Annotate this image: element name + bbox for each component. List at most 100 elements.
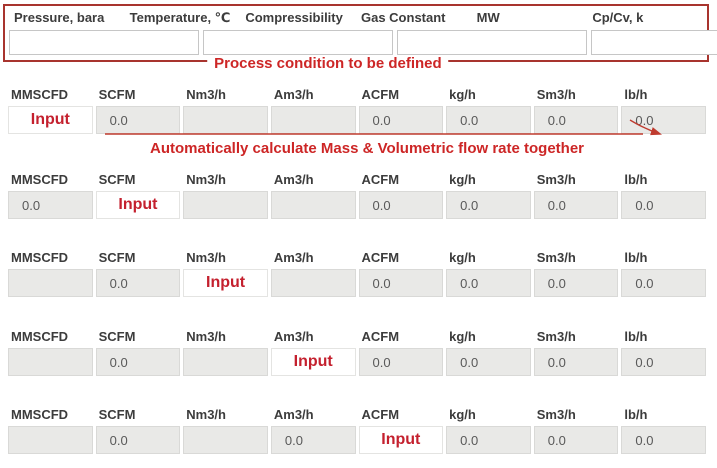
- flow-col-header: lb/h: [624, 250, 648, 265]
- process-headers: Pressure, bara Temperature, ℃ Compressibil…: [9, 10, 703, 26]
- flow-col-header: SCFM: [98, 329, 136, 344]
- process-input-field[interactable]: [397, 30, 587, 55]
- process-col-header: Temperature, ℃: [129, 10, 231, 25]
- flow-col-header: Nm3/h: [186, 87, 226, 102]
- flow-col-header: MMSCFD: [11, 329, 69, 344]
- flow-cell-row: 0.0 Input 0.0 0.0 0.0 0.0: [8, 269, 706, 297]
- flow-col-header: Sm3/h: [536, 407, 576, 422]
- flow-col-header: MMSCFD: [11, 407, 69, 422]
- flow-value-cell: 0.0: [446, 191, 531, 219]
- flow-col-header: lb/h: [624, 87, 648, 102]
- flow-header-row: MMSCFD SCFM Nm3/h Am3/h ACFM kg/h Sm3/h lb/h: [8, 329, 706, 345]
- flow-value-cell: [270, 191, 356, 219]
- flow-input-cell[interactable]: Input: [183, 269, 268, 297]
- flow-value-cell: 0.0: [533, 348, 619, 376]
- flow-value-cell: [183, 191, 268, 219]
- flow-value-cell: 0.0: [621, 426, 706, 454]
- flow-value-cell: 0.0: [446, 426, 531, 454]
- flow-value-cell: [8, 348, 93, 376]
- flow-col-header: kg/h: [449, 250, 476, 265]
- flow-col-header: kg/h: [449, 407, 476, 422]
- flow-value-cell: 0.0: [358, 269, 444, 297]
- flow-value-cell: 0.0: [621, 269, 706, 297]
- flow-cell-row: 0.0 Input 0.0 0.0 0.0 0.0: [8, 191, 706, 219]
- process-input-field[interactable]: [203, 30, 393, 55]
- flow-col-header: Am3/h: [273, 172, 314, 187]
- flow-header-row: MMSCFD SCFM Nm3/h Am3/h ACFM kg/h Sm3/h lb/h: [8, 407, 706, 423]
- flow-value-cell: [8, 426, 93, 454]
- auto-calc-annotation: Automatically calculate Mass & Volumetri…: [150, 140, 585, 157]
- flow-value-cell: 0.0: [446, 269, 531, 297]
- flow-input-cell[interactable]: Input: [8, 106, 93, 134]
- flow-value-cell: [183, 426, 268, 454]
- flow-col-header: SCFM: [98, 250, 136, 265]
- flow-value-cell: 0.0: [270, 426, 356, 454]
- flow-col-header: lb/h: [624, 407, 648, 422]
- flow-value-cell: 0.0: [533, 106, 619, 134]
- flow-col-header: SCFM: [98, 87, 136, 102]
- process-col-header: MW: [476, 10, 500, 25]
- flow-col-header: Sm3/h: [536, 329, 576, 344]
- flow-col-header: MMSCFD: [11, 172, 69, 187]
- process-col-header: Compressibility: [245, 10, 343, 25]
- flow-col-header: Sm3/h: [536, 250, 576, 265]
- flow-value-cell: 0.0: [358, 106, 444, 134]
- flow-col-header: lb/h: [624, 172, 648, 187]
- process-col-header: Gas Constant: [360, 10, 446, 25]
- process-input-field[interactable]: [591, 30, 717, 55]
- flow-block: MMSCFD SCFM Nm3/h Am3/h ACFM kg/h Sm3/h lb/h 0.0…: [8, 329, 706, 376]
- flow-cell-row: Input 0.0 0.0 0.0 0.0 0.0: [8, 106, 706, 134]
- flow-input-cell[interactable]: Input: [270, 348, 356, 376]
- flow-value-cell: 0.0: [621, 191, 706, 219]
- flow-value-cell: 0.0: [95, 106, 181, 134]
- flow-cell-row: 0.0 0.0 Input 0.0 0.0 0.0: [8, 426, 706, 454]
- process-condition-panel: Pressure, bara Temperature, ℃ Compressibil…: [3, 4, 717, 72]
- flow-value-cell: 0.0: [446, 106, 531, 134]
- flow-col-header: Am3/h: [273, 407, 314, 422]
- flow-col-header: Sm3/h: [536, 172, 576, 187]
- flow-col-header: Nm3/h: [186, 172, 226, 187]
- flow-col-header: Am3/h: [273, 87, 314, 102]
- flow-value-cell: 0.0: [446, 348, 531, 376]
- flow-value-cell: 0.0: [533, 191, 619, 219]
- flow-header-row: MMSCFD SCFM Nm3/h Am3/h ACFM kg/h Sm3/h lb/h: [8, 172, 706, 188]
- process-col-header: Pressure, bara: [14, 10, 105, 25]
- flow-value-cell: 0.0: [95, 426, 181, 454]
- flow-col-header: ACFM: [361, 87, 400, 102]
- flow-col-header: ACFM: [361, 172, 400, 187]
- flow-input-cell[interactable]: Input: [358, 426, 444, 454]
- flow-col-header: ACFM: [361, 250, 400, 265]
- flow-col-header: kg/h: [449, 87, 476, 102]
- process-panel-legend: Process condition to be defined: [207, 55, 449, 72]
- flow-value-cell: 0.0: [533, 426, 619, 454]
- flow-col-header: ACFM: [361, 329, 400, 344]
- flow-value-cell: [8, 269, 93, 297]
- process-input-field[interactable]: [9, 30, 199, 55]
- flow-col-header: Am3/h: [273, 250, 314, 265]
- flow-col-header: SCFM: [98, 407, 136, 422]
- process-inputs: [9, 30, 717, 55]
- flow-col-header: kg/h: [449, 172, 476, 187]
- flow-value-cell: 0.0: [8, 191, 93, 219]
- flow-value-cell: [183, 106, 268, 134]
- process-col-header: Cp/Cv, k: [592, 10, 644, 25]
- flow-value-cell: 0.0: [358, 348, 444, 376]
- flow-block: MMSCFD SCFM Nm3/h Am3/h ACFM kg/h Sm3/h lb/h 0.0…: [8, 407, 706, 454]
- flow-value-cell: [270, 106, 356, 134]
- flow-input-cell[interactable]: Input: [95, 191, 181, 219]
- flow-col-header: ACFM: [361, 407, 400, 422]
- flow-col-header: Nm3/h: [186, 250, 226, 265]
- flow-col-header: MMSCFD: [11, 250, 69, 265]
- flow-header-row: MMSCFD SCFM Nm3/h Am3/h ACFM kg/h Sm3/h lb/h: [8, 250, 706, 266]
- flow-value-cell: 0.0: [95, 348, 181, 376]
- flow-col-header: SCFM: [98, 172, 136, 187]
- flow-block: MMSCFD SCFM Nm3/h Am3/h ACFM kg/h Sm3/h lb/h 0.0…: [8, 250, 706, 297]
- flow-value-cell: 0.0: [621, 106, 706, 134]
- flow-col-header: Am3/h: [273, 329, 314, 344]
- flow-value-cell: 0.0: [95, 269, 181, 297]
- flow-block: MMSCFD SCFM Nm3/h Am3/h ACFM kg/h Sm3/h lb/h Inp…: [8, 87, 706, 134]
- flow-col-header: MMSCFD: [11, 87, 69, 102]
- flow-col-header: Sm3/h: [536, 87, 576, 102]
- flow-value-cell: 0.0: [621, 348, 706, 376]
- flow-value-cell: 0.0: [533, 269, 619, 297]
